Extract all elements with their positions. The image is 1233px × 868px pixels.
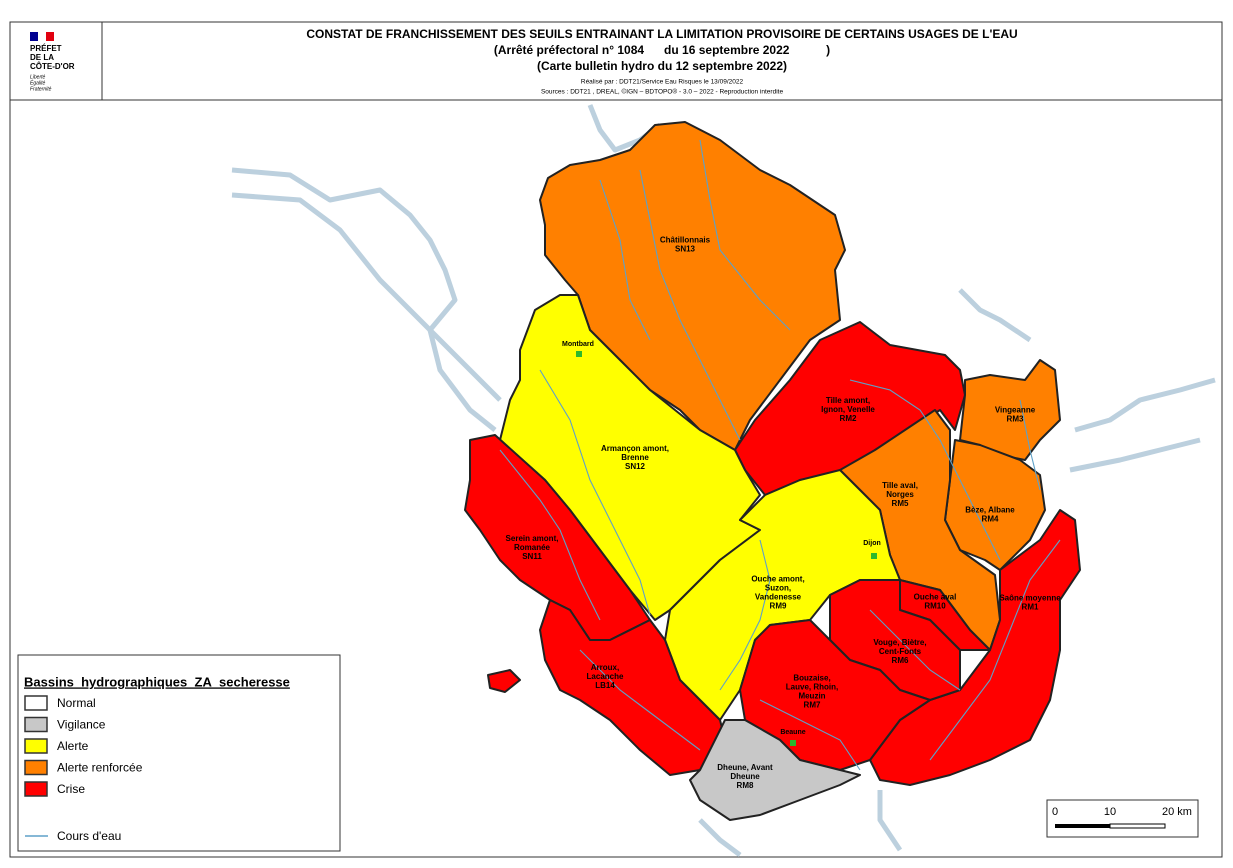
scale-box — [1046, 799, 1199, 838]
logo-text: CÔTE-D'OR — [30, 62, 75, 71]
basin-name: Vandenesse — [755, 593, 802, 602]
legend-label: Alerte — [57, 739, 89, 753]
basin-name: Dheune — [730, 772, 760, 781]
scale-segment — [1055, 824, 1110, 828]
basin-code: RM4 — [982, 515, 999, 524]
basin-area — [689, 719, 861, 821]
basins — [464, 121, 1081, 821]
basin-code: RM9 — [770, 602, 787, 611]
motto: Fraternité — [30, 86, 52, 92]
basin-code: RM10 — [924, 602, 946, 611]
cities: Montbard Dijon Beaune — [562, 341, 881, 746]
decree: (Arrêté préfectoral n° 1084 du 16 septem… — [494, 43, 830, 57]
scale-segment — [1109, 823, 1166, 829]
basin-name: Meuzin — [798, 692, 825, 701]
flag — [38, 32, 46, 41]
legend-label: Alerte renforcée — [57, 761, 143, 775]
legend-swatch — [24, 716, 48, 733]
sources: Sources : DDT21 , DREAL, ©IGN – BDTOPO® … — [541, 88, 784, 96]
scale-label: 20 km — [1162, 806, 1192, 818]
legend: Bassins_hydrographiques_ZA_secheresse No… — [17, 654, 341, 852]
basin-name: Vingeanne — [995, 406, 1036, 415]
basin-name: Norges — [886, 490, 914, 499]
basin-name: Serein amont, — [506, 534, 559, 543]
rivers — [499, 139, 1061, 771]
basin-code: RM6 — [892, 656, 909, 665]
city-marker — [790, 740, 796, 746]
basin-code: RM2 — [840, 414, 857, 423]
basin-code: RM7 — [804, 701, 821, 710]
logo-text: PRÉFET — [30, 44, 62, 53]
legend-title: Bassins_hydrographiques_ZA_secheresse — [24, 674, 290, 689]
basin-code: RM5 — [892, 499, 909, 508]
basin-name: Suzon, — [765, 584, 791, 593]
scale-bar: 0 10 20 km — [1046, 799, 1199, 838]
basin-name: Bouzaise, — [793, 674, 830, 683]
legend-swatch — [24, 738, 48, 754]
basin-code: SN12 — [625, 462, 646, 471]
basin-name: Vouge, Biètre, — [873, 638, 926, 647]
city-marker — [871, 553, 877, 559]
bulletin: (Carte bulletin hydro du 12 septembre 20… — [537, 59, 787, 73]
basin-code: SN13 — [675, 245, 696, 254]
legend-items: Normal Vigilance Alerte Alerte renforcée Cri… — [24, 695, 143, 797]
basin-name: Bèze, Albane — [965, 506, 1015, 515]
basin-name: Dheune, Avant — [717, 763, 773, 772]
basin-code: RM3 — [1007, 415, 1024, 424]
basin-name: Ignon, Venelle — [821, 405, 875, 414]
legend-label: Crise — [57, 782, 85, 796]
basin-name: Tille aval, — [882, 481, 918, 490]
basin-code: RM8 — [737, 781, 754, 790]
outside-rivers — [231, 104, 1216, 857]
legend-box — [17, 654, 341, 852]
motto: Liberté — [30, 74, 46, 80]
city-label: Dijon — [863, 540, 881, 547]
basin-name: Saône moyenne — [999, 594, 1061, 603]
basin-name: Ouche amont, — [751, 575, 804, 584]
basin-name: Lacanche — [587, 672, 624, 681]
basin-name: Cent-Fonts — [879, 647, 922, 656]
legend-swatch — [24, 781, 48, 797]
basin-area — [539, 121, 846, 451]
basin-area — [487, 669, 521, 693]
basin-name: Châtillonnais — [660, 236, 711, 245]
legend-swatch — [24, 759, 48, 776]
basin-code: SN11 — [522, 552, 542, 561]
legend-label: Normal — [57, 696, 96, 710]
basin-name: Brenne — [621, 453, 649, 462]
city-marker — [576, 351, 582, 357]
flag — [30, 32, 38, 41]
legend-swatch — [24, 695, 48, 711]
author: Réalisé par : DDT21/Service Eau Risques … — [581, 79, 744, 86]
logo-text: DE LA — [30, 53, 54, 62]
scale-label: 0 — [1052, 806, 1058, 818]
basin-area — [739, 619, 931, 771]
legend-label: Vigilance — [57, 718, 106, 732]
legend-label: Cours d'eau — [57, 829, 121, 843]
title: CONSTAT DE FRANCHISSEMENT DES SEUILS ENT… — [306, 27, 1017, 41]
motto: Égalité — [30, 79, 46, 86]
basin-code: RM1 — [1022, 603, 1039, 612]
city-label: Montbard — [562, 341, 594, 348]
basin-name: Ouche aval — [914, 593, 957, 602]
basin-name: Tille amont, — [826, 396, 870, 405]
flag — [46, 32, 54, 41]
basin-name: Armançon amont, — [601, 444, 669, 453]
basin-name: Romanée — [514, 543, 551, 552]
basin-name: Arroux, — [591, 663, 619, 672]
city-label: Beaune — [780, 729, 805, 736]
scale-label: 10 — [1104, 806, 1116, 818]
basin-name: Lauve, Rhoin, — [786, 683, 838, 692]
basin-code: LB14 — [595, 681, 615, 690]
